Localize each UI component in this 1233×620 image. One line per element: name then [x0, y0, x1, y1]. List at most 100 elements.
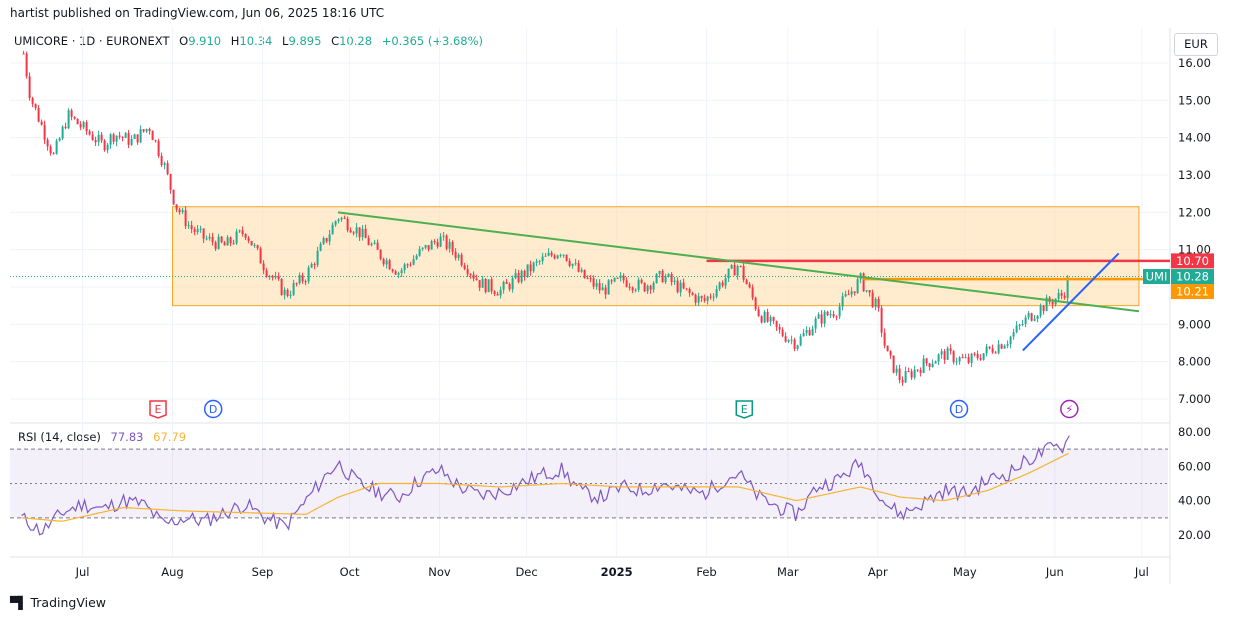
candle-down	[610, 280, 613, 282]
price-tick-label: 14.00	[1178, 131, 1211, 145]
candle-down	[118, 135, 121, 137]
price-tag	[1171, 269, 1214, 285]
candle-up	[913, 369, 916, 378]
rsi-label[interactable]: RSI (14, close)	[18, 430, 101, 444]
candle-down	[277, 275, 280, 279]
candle-up	[946, 348, 949, 360]
candle-up	[307, 267, 310, 282]
blue-trend-line	[1022, 252, 1120, 352]
candle-up	[796, 345, 799, 349]
axes: 16.0015.0014.0013.0012.0011.0010.009.000…	[75, 56, 1211, 579]
candle-up	[385, 260, 388, 265]
candle-down	[508, 283, 511, 290]
price-tick-label: 7.000	[1178, 392, 1211, 406]
candle-down	[901, 379, 904, 383]
candle-down	[550, 252, 553, 256]
candle-down	[700, 296, 703, 299]
candle-down	[553, 255, 556, 259]
candle-down	[73, 116, 76, 119]
candle-up	[1036, 315, 1039, 319]
candle-down	[436, 242, 439, 247]
close-label: C	[331, 34, 340, 48]
candle-down	[127, 133, 130, 145]
candle-down	[586, 278, 589, 280]
candle-up	[268, 275, 271, 277]
candle-down	[868, 290, 871, 293]
price-tag	[1171, 284, 1214, 300]
candle-up	[514, 272, 517, 279]
candle-down	[460, 254, 463, 266]
candle-up	[520, 270, 523, 283]
symbol-tag	[1143, 269, 1170, 285]
candle-down	[232, 243, 235, 245]
tradingview-logo[interactable]: ▀▌ TradingView	[10, 595, 106, 610]
candle-up	[331, 224, 334, 235]
candle-down	[388, 260, 391, 270]
currency-button[interactable]: EUR	[1174, 33, 1218, 56]
earnings-icon	[149, 400, 167, 419]
candle-down	[70, 110, 73, 117]
symbol-name[interactable]: UMICORE · 1D · EURONEXT	[14, 34, 170, 48]
candle-up	[418, 249, 421, 256]
candle-down	[346, 218, 349, 231]
candle-up	[67, 110, 70, 129]
price-tick-label: 8.000	[1178, 355, 1211, 369]
rsi-ma-line	[21, 452, 1069, 522]
candle-down	[247, 237, 250, 242]
candle-up	[502, 282, 505, 290]
candle-up	[253, 245, 256, 247]
candle-down	[598, 283, 601, 291]
candle-down	[721, 282, 724, 286]
candle-up	[208, 236, 211, 239]
candle-up	[526, 264, 529, 277]
candle-up	[673, 280, 676, 282]
symbol-tag-name: UMI	[1146, 270, 1168, 284]
candle-up	[637, 279, 640, 290]
candle-down	[406, 264, 409, 266]
candle-down	[160, 155, 163, 166]
candle-up	[361, 228, 364, 238]
candle-up	[1066, 277, 1069, 298]
candle-down	[220, 236, 223, 243]
tradingview-brand: TradingView	[30, 595, 106, 610]
candle-down	[670, 273, 673, 282]
candle-up	[130, 139, 133, 145]
candle-down	[367, 238, 370, 246]
candle-up	[124, 133, 127, 138]
candle-down	[244, 233, 247, 238]
candle-up	[712, 296, 715, 298]
candle-up	[439, 236, 442, 247]
candle-down	[40, 121, 43, 125]
candle-down	[709, 296, 712, 298]
candle-up	[718, 282, 721, 290]
candle-up	[655, 274, 658, 284]
earnings-icon	[735, 400, 754, 419]
candle-down	[478, 280, 481, 288]
candle-up	[634, 289, 637, 291]
candle-down	[169, 174, 172, 190]
rsi-tag-anchor	[1171, 428, 1172, 429]
candle-down	[784, 336, 787, 342]
change-value: +0.365 (+3.68%)	[381, 34, 484, 48]
candle-down	[925, 358, 928, 364]
candle-down	[64, 126, 67, 129]
candle-down	[889, 351, 892, 356]
candle-down	[505, 282, 508, 284]
candle-down	[301, 275, 304, 282]
event-letter: D	[209, 403, 217, 416]
candle-down	[265, 270, 268, 277]
candle-down	[286, 289, 289, 296]
candle-down	[157, 140, 160, 156]
dividend-icon	[203, 399, 223, 419]
consolidation-zone	[172, 206, 1140, 307]
candle-down	[853, 291, 856, 293]
candle-down	[643, 282, 646, 292]
candle-up	[319, 243, 322, 251]
candle-down	[31, 98, 34, 104]
candle-up	[97, 134, 100, 143]
candle-down	[703, 298, 706, 301]
candle-up	[163, 163, 166, 166]
price-tag-value: 10.28	[1176, 270, 1209, 284]
candle-up	[1012, 332, 1015, 337]
